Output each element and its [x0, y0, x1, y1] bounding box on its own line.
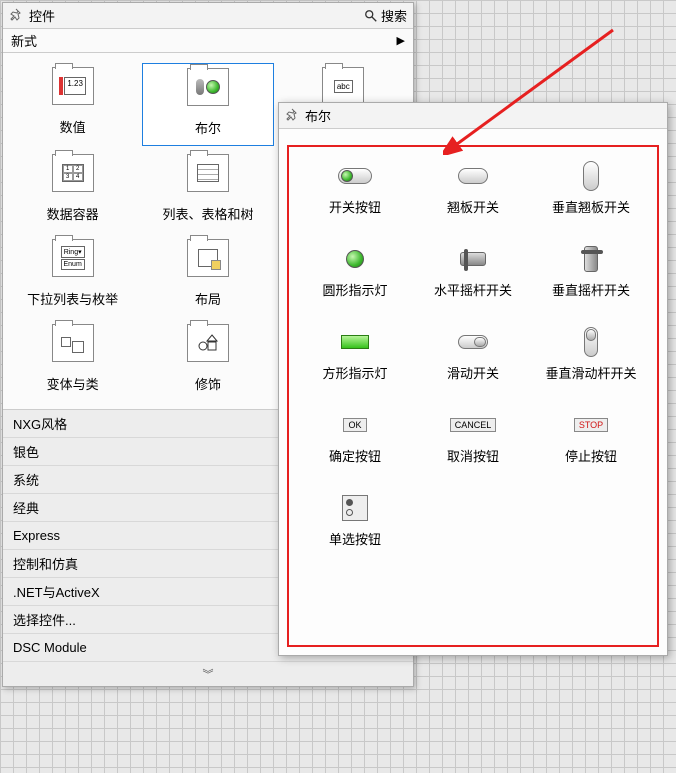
palette-item-ring-enum[interactable]: Ring▾Enum下拉列表与枚举	[7, 235, 138, 316]
palette-item-label: 数据容器	[47, 204, 99, 223]
boolean-item-rect-green[interactable]: 方形指示灯	[297, 327, 413, 382]
ok-btn-icon: OK	[331, 410, 379, 440]
radio-icon	[331, 493, 379, 523]
boolean-item-lever-v[interactable]: 垂直摇杆开关	[533, 244, 649, 299]
category-label: .NET与ActiveX	[13, 582, 100, 601]
palette-item-numeric[interactable]: 1.23数值	[7, 63, 138, 146]
boolean-item-label: 垂直滑动杆开关	[545, 363, 636, 382]
boolean-item-label: 单选按钮	[329, 529, 381, 548]
palette-title: 控件	[29, 6, 364, 25]
boolean-item-label: 水平摇杆开关	[434, 280, 512, 299]
boolean-item-radio[interactable]: 单选按钮	[297, 493, 413, 548]
search-button[interactable]: 搜索	[364, 6, 407, 25]
cancel-btn-icon: CANCEL	[449, 410, 497, 440]
search-label: 搜索	[381, 6, 407, 25]
boolean-item-label: 垂直翘板开关	[552, 197, 630, 216]
boolean-item-label: 开关按钮	[329, 197, 381, 216]
boolean-item-pill-h-green[interactable]: 开关按钮	[297, 161, 413, 216]
more-row[interactable]: ︾	[3, 662, 413, 686]
boolean-item-pill-v[interactable]: 垂直翘板开关	[533, 161, 649, 216]
boolean-item-label: 确定按钮	[329, 446, 381, 465]
category-label: Express	[13, 528, 60, 543]
slide-v-icon	[567, 327, 615, 357]
palette-item-label: 变体与类	[47, 374, 99, 393]
boolean-item-label: 取消按钮	[447, 446, 499, 465]
palette-item-list-table[interactable]: 列表、表格和树	[142, 150, 273, 231]
palette-item-label: 列表、表格和树	[162, 204, 253, 223]
palette-item-label: 下拉列表与枚举	[27, 289, 118, 308]
boolean-item-led-green[interactable]: 圆形指示灯	[297, 244, 413, 299]
boolean-item-label: 垂直摇杆开关	[552, 280, 630, 299]
palette-item-container[interactable]: 1234数据容器	[7, 150, 138, 231]
category-label: 控制和仿真	[13, 554, 78, 573]
palette-item-boolean[interactable]: 布尔	[142, 63, 273, 146]
search-icon	[364, 9, 378, 23]
palette-item-label: 修饰	[195, 374, 221, 393]
category-label: 新式	[11, 31, 37, 50]
boolean-item-label: 圆形指示灯	[322, 280, 387, 299]
palette-item-decor[interactable]: 修饰	[142, 320, 273, 401]
palette-item-label: 布尔	[195, 118, 221, 137]
pin-icon[interactable]	[9, 8, 25, 24]
palette-item-label: 数值	[60, 117, 86, 136]
boolean-item-label: 停止按钮	[565, 446, 617, 465]
category-label: DSC Module	[13, 640, 87, 655]
expand-icon: ▶	[397, 34, 405, 47]
subpalette-header: 布尔	[279, 103, 667, 129]
subpalette-grid: 开关按钮 翘板开关 垂直翘板开关圆形指示灯 水平摇杆开关 垂直摇杆开关方形指示灯 滑动开关…	[289, 151, 657, 558]
category-row-current[interactable]: 新式 ▶	[3, 29, 413, 53]
palette-item-variant[interactable]: 变体与类	[7, 320, 138, 401]
boolean-item-cancel-btn[interactable]: CANCEL 取消按钮	[415, 410, 531, 465]
category-label: 经典	[13, 498, 39, 517]
palette-item-label: 布局	[195, 289, 221, 308]
boolean-item-label: 翘板开关	[447, 197, 499, 216]
palette-header: 控件 搜索	[3, 3, 413, 29]
palette-item-layout[interactable]: 布局	[142, 235, 273, 316]
slide-h-icon	[449, 327, 497, 357]
category-label: 选择控件...	[13, 610, 76, 629]
pill-h-icon	[449, 161, 497, 191]
boolean-item-slide-h[interactable]: 滑动开关	[415, 327, 531, 382]
boolean-item-label: 滑动开关	[447, 363, 499, 382]
category-label: NXG风格	[13, 414, 67, 433]
category-label: 系统	[13, 470, 39, 489]
category-label: 银色	[13, 442, 39, 461]
led-green-icon	[331, 244, 379, 274]
pin-icon[interactable]	[285, 108, 301, 124]
stop-btn-icon: STOP	[567, 410, 615, 440]
boolean-subpalette: 布尔 开关按钮 翘板开关 垂直翘板开关圆形指示灯 水平摇杆开关 垂直摇杆开关方形指示灯 滑…	[278, 102, 668, 656]
boolean-item-label: 方形指示灯	[322, 363, 387, 382]
rect-green-icon	[331, 327, 379, 357]
pill-h-green-icon	[331, 161, 379, 191]
boolean-item-slide-v[interactable]: 垂直滑动杆开关	[533, 327, 649, 382]
lever-h-icon	[449, 244, 497, 274]
boolean-item-ok-btn[interactable]: OK 确定按钮	[297, 410, 413, 465]
pill-v-icon	[567, 161, 615, 191]
subpalette-title: 布尔	[305, 106, 331, 125]
boolean-item-pill-h[interactable]: 翘板开关	[415, 161, 531, 216]
boolean-item-lever-h[interactable]: 水平摇杆开关	[415, 244, 531, 299]
boolean-item-stop-btn[interactable]: STOP 停止按钮	[533, 410, 649, 465]
lever-v-icon	[567, 244, 615, 274]
